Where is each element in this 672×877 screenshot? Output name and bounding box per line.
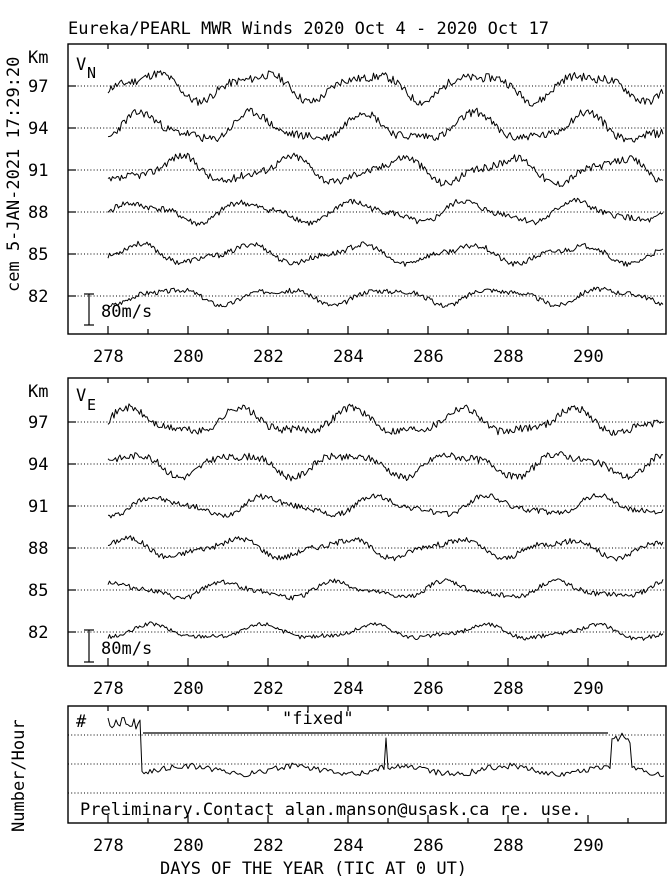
panel-vn-x-ticks: 278 280 282 284 286 288 290 — [93, 44, 629, 367]
x-tick-label-282: 282 — [253, 679, 284, 699]
panel-vn-frame — [67, 43, 667, 335]
x-tick-label-280: 280 — [173, 347, 204, 367]
panel-ve: Km V E 97 94 91 88 85 82 80m/s 278 280 282 284 28… — [28, 377, 667, 699]
panel-count-x-ticks: 278 280 282 284 286 288 290 — [93, 706, 629, 856]
trace-88 — [107, 535, 664, 562]
x-tick-label-288: 288 — [493, 836, 524, 856]
panel-count-trace — [107, 717, 665, 778]
footer-note: Preliminary.Contact alan.manson@usask.ca… — [80, 800, 582, 820]
panel-count-frame — [67, 705, 667, 824]
x-tick-label-284: 284 — [333, 347, 364, 367]
height-label-88: 88 — [28, 539, 48, 559]
panel-ve-traces — [68, 403, 666, 641]
x-tick-label-282: 282 — [253, 347, 284, 367]
x-tick-label-288: 288 — [493, 347, 524, 367]
x-tick-label-286: 286 — [413, 679, 444, 699]
height-label-85: 85 — [28, 581, 48, 601]
panel-ve-height-labels: 97 94 91 88 85 82 — [28, 413, 48, 643]
panel-ve-title-prefix: V — [76, 386, 86, 406]
x-tick-label-280: 280 — [173, 679, 204, 699]
panel-ve-x-ticks: 278 280 282 284 286 288 290 — [93, 378, 629, 699]
panel-vn-scale-label: 80m/s — [101, 302, 152, 322]
height-label-85: 85 — [28, 245, 48, 265]
x-tick-label-286: 286 — [413, 836, 444, 856]
height-label-82: 82 — [28, 287, 48, 307]
panel-vn-height-labels: 97 94 91 88 85 82 — [28, 77, 48, 307]
x-tick-label-278: 278 — [93, 347, 124, 367]
height-label-91: 91 — [28, 161, 48, 181]
height-label-88: 88 — [28, 203, 48, 223]
x-tick-label-288: 288 — [493, 679, 524, 699]
trace-97 — [107, 70, 664, 107]
panel-vn-title-prefix: V — [76, 55, 86, 75]
trace-91 — [107, 493, 664, 519]
panel-ve-title-sub: E — [87, 396, 96, 414]
panel-vn-traces — [68, 70, 666, 308]
x-tick-label-284: 284 — [333, 679, 364, 699]
panel-count-ylabel: Number/Hour — [9, 719, 29, 832]
trace-85 — [107, 578, 664, 601]
x-tick-label-290: 290 — [573, 347, 604, 367]
trace-94 — [107, 451, 664, 482]
trace-82 — [107, 286, 664, 308]
x-tick-label-284: 284 — [333, 836, 364, 856]
trace-88 — [107, 197, 664, 227]
trace-85 — [107, 240, 664, 267]
trace-97 — [107, 403, 664, 436]
panel-count: Number/Hour # "fixed" Preliminary.Contac… — [9, 705, 667, 856]
x-tick-label-290: 290 — [573, 836, 604, 856]
panel-ve-scale-label: 80m/s — [101, 639, 152, 659]
panel-count-marker: # — [76, 712, 87, 732]
trace-94 — [107, 107, 664, 143]
panel-vn: Km V N 97 94 91 88 85 82 80m/s 278 280 282 284 28… — [28, 43, 667, 367]
chart-title: Eureka/PEARL MWR Winds 2020 Oct 4 - 2020… — [68, 19, 549, 39]
x-tick-label-286: 286 — [413, 347, 444, 367]
panel-count-annotation: "fixed" — [282, 709, 354, 729]
x-tick-label-290: 290 — [573, 679, 604, 699]
height-label-94: 94 — [28, 455, 48, 475]
timestamp-label: cem 5-JAN-2021 17:29:20 — [4, 57, 24, 292]
x-tick-label-282: 282 — [253, 836, 284, 856]
height-label-91: 91 — [28, 497, 48, 517]
panel-vn-title-sub: N — [87, 64, 96, 82]
panel-ve-frame — [67, 377, 667, 667]
height-label-97: 97 — [28, 413, 48, 433]
x-tick-label-278: 278 — [93, 836, 124, 856]
panel-vn-unit-label: Km — [28, 48, 48, 68]
trace-82 — [107, 621, 664, 641]
panel-ve-unit-label: Km — [28, 382, 48, 402]
x-tick-label-280: 280 — [173, 836, 204, 856]
height-label-97: 97 — [28, 77, 48, 97]
height-label-82: 82 — [28, 623, 48, 643]
x-axis-label: DAYS OF THE YEAR (TIC AT 0 UT) — [160, 859, 467, 877]
trace-91 — [107, 152, 664, 187]
x-tick-label-278: 278 — [93, 679, 124, 699]
height-label-94: 94 — [28, 119, 48, 139]
